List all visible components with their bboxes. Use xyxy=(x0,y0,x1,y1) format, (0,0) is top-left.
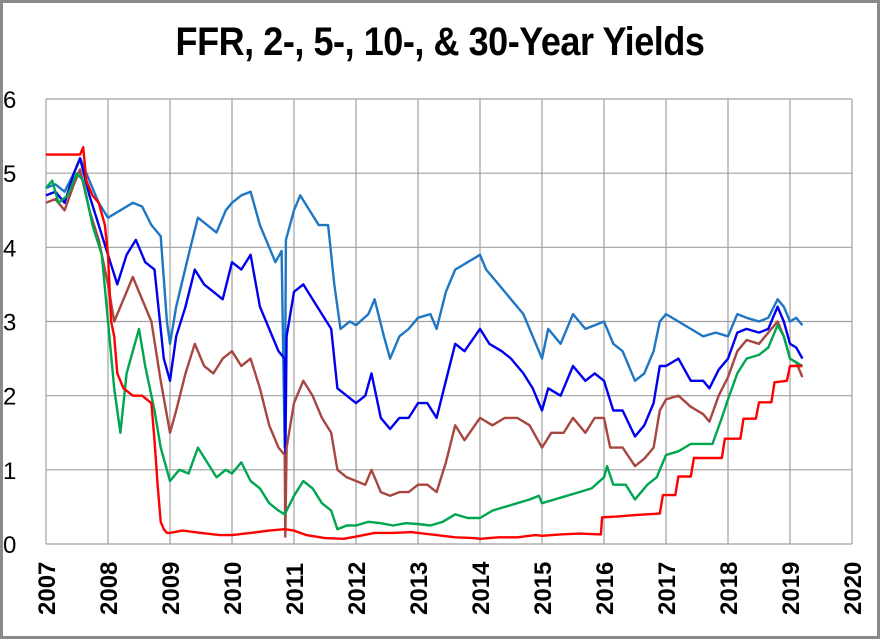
series-line-10-year xyxy=(45,157,804,464)
x-tick-label: 2008 xyxy=(96,562,123,615)
y-tick-label: 0 xyxy=(3,532,16,559)
x-tick-label: 2009 xyxy=(158,562,185,615)
series-line-2-year xyxy=(45,171,804,531)
x-tick-label: 2018 xyxy=(716,562,743,615)
x-tick-label: 2012 xyxy=(344,562,371,615)
x-tick-label: 2011 xyxy=(282,563,309,615)
x-axis-ticks: 2007 2008 2009 2010 2011 2012 2013 2014 2015 2016… xyxy=(34,561,867,615)
series-line-5-year xyxy=(45,168,804,538)
y-tick-label: 2 xyxy=(3,384,16,411)
series-line-30-year xyxy=(45,157,804,449)
x-tick-label: 2017 xyxy=(654,562,681,615)
series-line-ffr xyxy=(46,145,803,540)
x-tick-label: 2014 xyxy=(468,561,495,615)
y-axis-ticks: 0 1 2 3 4 5 6 xyxy=(3,87,16,559)
y-tick-label: 6 xyxy=(3,87,16,114)
x-tick-label: 2013 xyxy=(406,562,433,615)
data-series xyxy=(45,145,804,540)
x-tick-label: 2016 xyxy=(592,562,619,615)
x-tick-label: 2015 xyxy=(530,562,557,615)
y-tick-label: 1 xyxy=(3,458,16,485)
chart-title: FFR, 2-, 5-, 10-, & 30-Year Yields xyxy=(175,20,705,64)
y-tick-label: 5 xyxy=(3,161,16,188)
x-tick-label: 2019 xyxy=(778,562,805,615)
x-tick-label: 2010 xyxy=(220,562,247,615)
y-tick-label: 4 xyxy=(3,235,16,262)
x-tick-label: 2020 xyxy=(840,562,867,615)
x-tick-label: 2007 xyxy=(34,562,61,615)
y-tick-label: 3 xyxy=(3,310,16,337)
